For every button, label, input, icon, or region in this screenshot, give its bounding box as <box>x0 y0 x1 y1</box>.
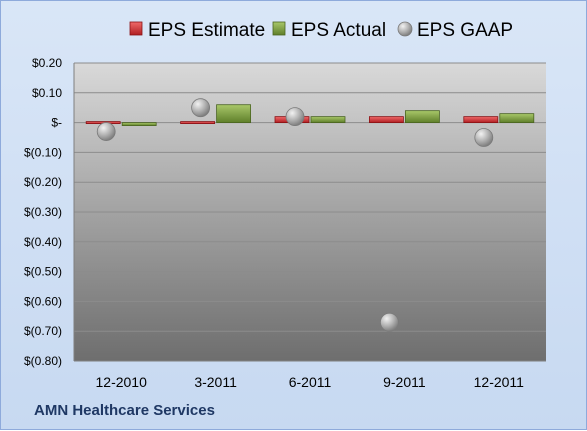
x-category-label: 12-2011 <box>474 374 525 390</box>
legend-label: EPS Estimate <box>148 20 265 41</box>
marker-eps-gaap <box>474 128 494 147</box>
legend-label: EPS Actual <box>291 20 386 41</box>
legend-marker-eps-estimate <box>129 21 143 36</box>
y-tick-label: $(0.70) <box>24 324 62 338</box>
marker-eps-gaap <box>285 107 305 127</box>
gaap-markers <box>96 98 494 332</box>
y-tick-label: $0.10 <box>32 86 62 100</box>
bar-eps-actual <box>216 104 252 124</box>
y-tick-label: $(0.60) <box>24 294 62 308</box>
legend-label: EPS GAAP <box>417 20 513 41</box>
marker-eps-gaap <box>191 98 211 118</box>
legend: EPS Estimate EPS Actual EPS GAAP <box>129 20 513 41</box>
marker-eps-gaap <box>379 312 399 332</box>
legend-marker-eps-gaap <box>397 21 413 37</box>
y-tick-label: $(0.50) <box>24 265 62 279</box>
x-category-label: 9-2011 <box>383 374 426 390</box>
marker-eps-gaap <box>96 122 116 141</box>
bar-eps-actual <box>121 122 157 126</box>
y-tick-label: $(0.30) <box>24 205 62 219</box>
bar-eps-estimate <box>463 116 499 123</box>
x-axis-labels: 12-2010 3-2011 6-2011 9-2011 12-2011 <box>96 374 525 390</box>
y-axis-labels: $0.20 $0.10 $- $(0.10) $(0.20) $(0.30) $(0.40)… <box>24 56 62 368</box>
y-tick-label: $(0.40) <box>24 235 62 249</box>
bar-eps-actual <box>499 113 535 124</box>
legend-marker-eps-actual <box>272 21 286 36</box>
company-name: AMN Healthcare Services <box>34 402 215 419</box>
x-category-label: 12-2010 <box>96 374 148 390</box>
y-tick-label: $0.20 <box>32 56 62 70</box>
y-tick-label: $(0.20) <box>24 175 62 189</box>
x-category-label: 3-2011 <box>194 374 237 390</box>
y-tick-label: $(0.10) <box>24 145 62 159</box>
y-tick-label: $- <box>51 116 62 130</box>
bar-eps-estimate <box>180 121 216 124</box>
bar-eps-actual <box>404 110 440 124</box>
x-category-label: 6-2011 <box>289 374 332 390</box>
bar-eps-actual <box>310 116 346 123</box>
bar-eps-estimate <box>368 116 404 123</box>
y-tick-label: $(0.80) <box>24 354 62 368</box>
